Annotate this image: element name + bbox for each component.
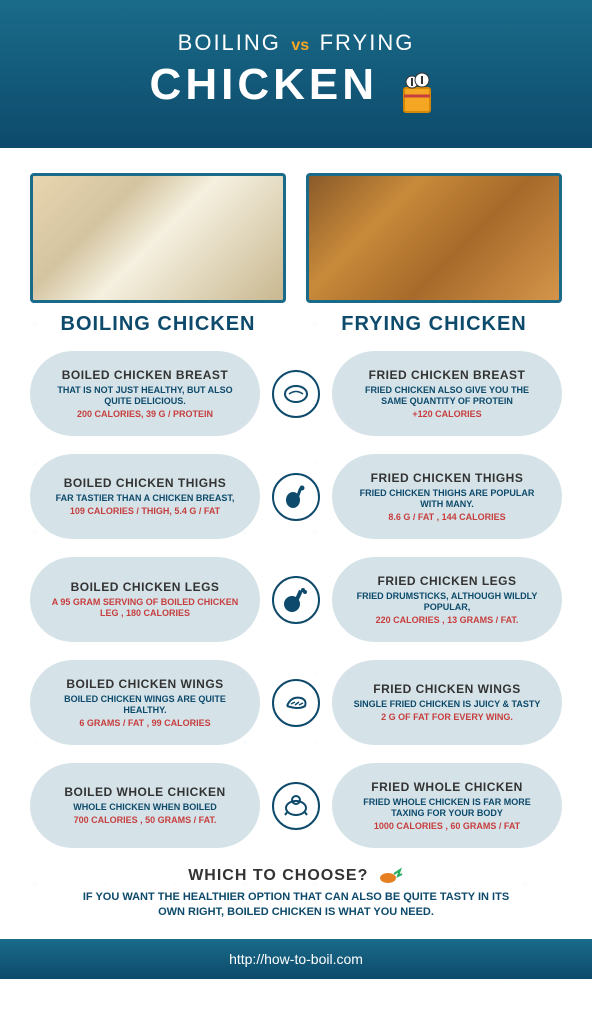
card-desc: FAR TASTIER THAN A CHICKEN BREAST, <box>50 493 240 504</box>
footer-url: http://how-to-boil.com <box>0 939 592 979</box>
card-title: FRIED CHICKEN LEGS <box>352 574 542 588</box>
card-desc: THAT IS NOT JUST HEALTHY, BUT ALSO QUITE… <box>50 385 240 407</box>
card-stat: 8.6 G / FAT , 144 CALORIES <box>352 512 542 523</box>
card-desc: WHOLE CHICKEN WHEN BOILED <box>50 802 240 813</box>
card-stat: 220 CALORIES , 13 GRAMS / FAT. <box>352 615 542 626</box>
header-boiling: BOILING <box>178 30 281 55</box>
card-title: FRIED CHICKEN BREAST <box>352 368 542 382</box>
card-desc: SINGLE FRIED CHICKEN IS JUICY & TASTY <box>352 699 542 710</box>
breast-icon <box>272 370 320 418</box>
card-stat: 1000 CALORIES , 60 GRAMS / FAT <box>352 821 542 832</box>
content: BOILING CHICKEN FRYING CHICKEN BOILED CH… <box>0 148 592 919</box>
card-title: BOILED CHICKEN WINGS <box>50 677 240 691</box>
col-title-boiling: BOILING CHICKEN <box>30 313 286 336</box>
column-titles: BOILING CHICKEN FRYING CHICKEN <box>30 313 562 336</box>
card-desc: FRIED CHICKEN THIGHS ARE POPULAR WITH MA… <box>352 488 542 510</box>
comparison-row: BOILED CHICKEN WINGS BOILED CHICKEN WING… <box>30 660 562 745</box>
whole-icon <box>272 782 320 830</box>
card-stat: +120 CALORIES <box>352 409 542 420</box>
leg-icon <box>272 576 320 624</box>
comparison-row: BOILED CHICKEN LEGS A 95 GRAM SERVING OF… <box>30 557 562 642</box>
card-right: FRIED WHOLE CHICKEN FRIED WHOLE CHICKEN … <box>332 763 562 848</box>
card-left: BOILED CHICKEN LEGS A 95 GRAM SERVING OF… <box>30 557 260 642</box>
fried-chicken-photo <box>306 173 562 303</box>
comparison-row: BOILED CHICKEN BREAST THAT IS NOT JUST H… <box>30 351 562 436</box>
card-right: FRIED CHICKEN THIGHS FRIED CHICKEN THIGH… <box>332 454 562 539</box>
comparison-row: BOILED WHOLE CHICKEN WHOLE CHICKEN WHEN … <box>30 763 562 848</box>
footer-text: IF YOU WANT THE HEALTHIER OPTION THAT CA… <box>30 890 562 919</box>
chicken-bucket-icon <box>390 66 442 123</box>
boiled-chicken-photo <box>30 173 286 303</box>
card-right: FRIED CHICKEN LEGS FRIED DRUMSTICKS, ALT… <box>332 557 562 642</box>
carrot-icon <box>378 866 404 886</box>
rows-wrap: BOILED CHICKEN BREAST THAT IS NOT JUST H… <box>30 351 562 848</box>
header-line2: CHICKEN <box>0 56 592 123</box>
footer-question: WHICH TO CHOOSE? <box>30 866 562 886</box>
card-right: FRIED CHICKEN WINGS SINGLE FRIED CHICKEN… <box>332 660 562 745</box>
card-stat: 200 CALORIES, 39 G / PROTEIN <box>50 409 240 420</box>
card-left: BOILED WHOLE CHICKEN WHOLE CHICKEN WHEN … <box>30 763 260 848</box>
card-title: FRIED WHOLE CHICKEN <box>352 780 542 794</box>
header-chicken: CHICKEN <box>150 60 378 110</box>
card-title: BOILED CHICKEN THIGHS <box>50 476 240 490</box>
card-left: BOILED CHICKEN BREAST THAT IS NOT JUST H… <box>30 351 260 436</box>
thigh-icon <box>272 473 320 521</box>
card-left: BOILED CHICKEN WINGS BOILED CHICKEN WING… <box>30 660 260 745</box>
header-line1: BOILING vs FRYING <box>0 30 592 56</box>
card-right: FRIED CHICKEN BREAST FRIED CHICKEN ALSO … <box>332 351 562 436</box>
card-stat: A 95 GRAM SERVING OF BOILED CHICKEN LEG … <box>50 597 240 619</box>
card-left: BOILED CHICKEN THIGHS FAR TASTIER THAN A… <box>30 454 260 539</box>
header-frying: FRYING <box>320 30 415 55</box>
col-title-frying: FRYING CHICKEN <box>306 313 562 336</box>
card-stat: 2 G OF FAT FOR EVERY WING. <box>352 712 542 723</box>
header: BOILING vs FRYING CHICKEN <box>0 0 592 148</box>
card-stat: 109 CALORIES / THIGH, 5.4 G / FAT <box>50 506 240 517</box>
comparison-row: BOILED CHICKEN THIGHS FAR TASTIER THAN A… <box>30 454 562 539</box>
header-vs: vs <box>291 37 309 54</box>
card-desc: FRIED CHICKEN ALSO GIVE YOU THE SAME QUA… <box>352 385 542 407</box>
card-stat: 6 GRAMS / FAT , 99 CALORIES <box>50 718 240 729</box>
card-title: BOILED WHOLE CHICKEN <box>50 785 240 799</box>
card-desc: FRIED WHOLE CHICKEN IS FAR MORE TAXING F… <box>352 797 542 819</box>
card-title: BOILED CHICKEN LEGS <box>50 580 240 594</box>
wing-icon <box>272 679 320 727</box>
card-title: BOILED CHICKEN BREAST <box>50 368 240 382</box>
card-desc: BOILED CHICKEN WINGS ARE QUITE HEALTHY. <box>50 694 240 716</box>
card-title: FRIED CHICKEN THIGHS <box>352 471 542 485</box>
card-stat: 700 CALORIES , 50 GRAMS / FAT. <box>50 815 240 826</box>
photos-row <box>30 173 562 303</box>
card-desc: FRIED DRUMSTICKS, ALTHOUGH WILDLY POPULA… <box>352 591 542 613</box>
card-title: FRIED CHICKEN WINGS <box>352 682 542 696</box>
